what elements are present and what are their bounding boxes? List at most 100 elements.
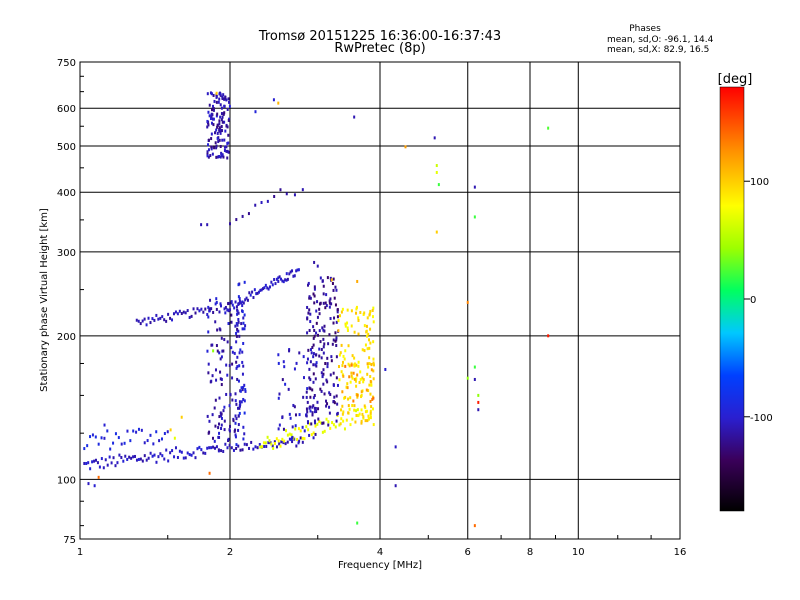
echo-point [186,309,189,313]
echo-point [277,276,280,280]
echo-point [322,368,325,372]
echo-point [332,371,335,375]
echo-point [172,312,175,316]
echo-point [254,203,257,207]
echo-point [339,351,342,355]
echo-point [234,433,237,437]
echo-point [314,363,317,367]
echo-point [265,444,268,448]
echo-point [220,118,223,122]
echo-point [208,471,211,475]
echo-point [363,349,366,353]
echo-point [350,363,353,367]
echo-point [235,331,238,335]
echo-point [313,260,316,264]
echo-point [309,378,312,382]
echo-point [312,372,315,376]
echo-point [303,437,306,441]
echo-point [347,404,350,408]
echo-point [322,301,325,305]
echo-point [326,276,329,280]
echo-point [221,138,224,142]
echo-point [211,413,214,417]
echo-point [366,362,369,366]
echo-point [314,421,317,425]
echo-point [367,365,370,369]
echo-point [364,410,367,414]
echo-point [342,410,345,414]
echo-point [384,367,387,371]
echo-point [220,106,223,110]
x-tick-label: 6 [465,547,471,558]
echo-point [165,448,168,452]
echo-point [322,328,325,332]
echo-point [356,279,359,283]
echo-point [212,107,215,111]
echo-point [143,441,146,445]
echo-point [229,222,231,226]
echo-point [218,435,221,439]
echo-point [353,356,356,360]
echo-point [147,456,150,460]
echo-point [215,144,218,148]
echo-point [264,441,267,445]
echo-point [100,436,103,440]
echo-point [309,320,312,324]
echo-point [223,338,226,342]
echo-point [338,378,341,382]
echo-point [236,323,239,327]
echo-point [91,460,94,464]
echo-point [311,388,314,392]
echo-point [340,417,343,421]
echo-point [310,422,313,426]
echo-point [372,361,375,365]
echo-point [178,309,181,313]
echo-point [210,307,213,311]
echo-point [347,362,350,366]
echo-point [368,346,371,350]
echo-point [223,419,226,423]
echo-point [120,456,123,460]
echo-point [236,355,239,359]
echo-point [293,274,296,278]
echo-point [155,430,158,434]
echo-point [330,355,333,359]
echo-point [275,277,278,281]
echo-point [238,351,241,355]
echo-point [257,290,260,294]
echo-point [242,364,245,368]
echo-point [372,306,375,310]
echo-point [327,420,330,424]
echo-point [308,295,311,299]
echo-point [369,327,372,331]
echo-point [267,287,270,291]
echo-point [218,122,221,126]
echo-point [349,396,352,400]
echo-point [317,417,320,421]
echo-point [352,371,355,375]
echo-point [216,123,219,127]
y-tick-label: 400 [57,188,76,199]
echo-point [306,357,309,361]
echo-point [271,444,274,448]
echo-point [357,414,360,418]
echo-point [227,309,230,313]
echo-point [143,454,146,458]
echo-point [322,284,325,288]
echo-point [155,313,158,317]
echo-point [357,360,360,364]
echo-point [308,422,311,426]
echo-point [305,395,308,399]
echo-point [245,296,248,300]
echo-point [86,444,89,448]
echo-point [215,307,218,311]
echo-point [173,455,176,459]
echo-point [234,435,237,439]
echo-point [218,119,221,123]
echo-point [230,300,233,304]
echo-point [282,360,285,364]
echo-point [209,298,212,302]
echo-point [244,388,247,392]
echo-point [369,375,372,379]
